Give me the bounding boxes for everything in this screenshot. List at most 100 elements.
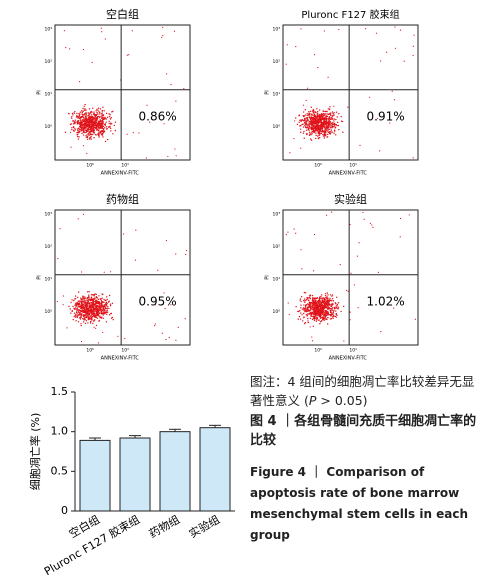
event-dot <box>103 118 105 120</box>
event-dot <box>317 135 319 137</box>
quadrant-percent: 0.95% <box>139 294 177 308</box>
event-dot <box>88 112 91 115</box>
event-dot <box>75 307 77 309</box>
event-dot <box>329 314 331 316</box>
event-dot <box>305 298 308 301</box>
event-dot <box>98 309 101 311</box>
event-dot <box>163 123 165 125</box>
event-dot <box>358 242 360 244</box>
event-dot <box>300 307 302 309</box>
event-dot <box>309 110 312 113</box>
event-dot <box>325 302 327 305</box>
event-dot <box>92 133 94 136</box>
event-dot <box>96 309 98 311</box>
event-dot <box>85 136 88 138</box>
event-dot <box>84 311 87 314</box>
event-dot <box>313 317 316 320</box>
event-dot <box>319 129 321 132</box>
event-dot <box>98 307 101 310</box>
event-dot <box>316 118 318 120</box>
event-dot <box>327 305 329 307</box>
event-dot <box>102 114 104 116</box>
x-tick-label: 实验组 <box>186 512 222 541</box>
event-dot <box>101 126 103 129</box>
event-dot <box>88 294 90 296</box>
event-dot <box>105 299 107 302</box>
event-dot <box>310 313 313 316</box>
event-dot <box>101 300 103 303</box>
event-dot <box>308 134 311 136</box>
event-dot <box>314 116 316 119</box>
panel-title: 空白组 <box>106 7 139 21</box>
event-dot <box>317 120 320 122</box>
event-dot <box>306 123 308 125</box>
event-dot <box>314 297 317 300</box>
event-dot <box>342 131 344 133</box>
bar <box>199 427 231 512</box>
event-dot <box>312 109 315 111</box>
event-dot <box>323 307 326 310</box>
event-dot <box>327 133 329 136</box>
event-dot <box>98 127 100 130</box>
event-dot <box>287 231 289 233</box>
event-dot <box>110 312 112 315</box>
event-dot <box>105 126 108 128</box>
event-dot <box>322 311 324 314</box>
event-dot <box>101 310 103 312</box>
event-dot <box>319 311 321 313</box>
event-dot <box>83 131 85 134</box>
event-dot <box>304 125 306 127</box>
event-dot <box>111 302 114 304</box>
event-dot <box>81 309 83 312</box>
event-dot <box>335 312 337 315</box>
event-dot <box>303 300 305 302</box>
event-dot <box>333 132 335 134</box>
event-dot <box>78 128 81 131</box>
event-dot <box>318 299 321 302</box>
bar <box>159 431 191 512</box>
event-dot <box>310 139 313 141</box>
event-dot <box>92 118 94 120</box>
event-dot <box>97 107 100 109</box>
event-dot <box>327 308 329 311</box>
event-dot <box>311 123 314 126</box>
event-dot <box>126 54 128 56</box>
event-dot <box>313 54 316 56</box>
event-dot <box>315 313 317 315</box>
event-dot <box>81 301 83 304</box>
event-dot <box>82 318 84 320</box>
y-tick-label: 1.0 <box>51 425 69 438</box>
event-dot <box>318 312 320 314</box>
event-dot <box>85 306 87 308</box>
event-dot <box>167 155 169 158</box>
event-dot <box>325 125 327 128</box>
event-dot <box>312 270 315 272</box>
event-dot <box>96 302 98 305</box>
event-dot <box>93 123 95 125</box>
event-dot <box>336 314 338 317</box>
event-dot <box>91 304 94 306</box>
event-dot <box>108 294 111 297</box>
event-dot <box>56 300 58 303</box>
event-dot <box>73 112 75 114</box>
event-dot <box>84 129 87 132</box>
event-dot <box>82 295 84 297</box>
event-dot <box>309 117 312 119</box>
event-dot <box>101 111 103 113</box>
event-dot <box>69 48 71 50</box>
event-dot <box>328 299 331 301</box>
event-dot <box>108 307 110 310</box>
event-dot <box>82 115 84 117</box>
note-p: P <box>308 393 317 408</box>
event-dot <box>332 300 335 302</box>
event-dot <box>86 316 88 319</box>
event-dot <box>90 320 92 323</box>
event-dot <box>324 123 326 125</box>
event-dot <box>323 120 326 123</box>
event-dot <box>304 307 306 309</box>
event-dot <box>94 310 96 313</box>
event-dot <box>82 48 85 51</box>
event-dot <box>88 118 90 121</box>
event-dot <box>149 121 151 123</box>
event-dot <box>394 47 397 49</box>
